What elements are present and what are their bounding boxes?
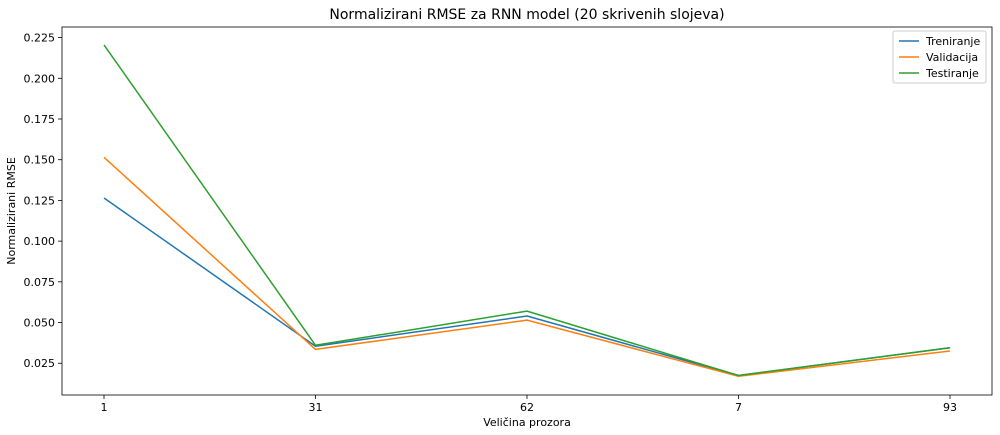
x-tick-label: 1 [101, 401, 108, 414]
legend: Treniranje Validacija Testiranje [892, 30, 987, 84]
x-axis-label: Veličina prozora [483, 416, 571, 429]
plot-border [61, 26, 993, 396]
series-lines [103, 44, 951, 378]
y-tick-label: 0.100 [24, 235, 56, 248]
y-tick-label: 0.150 [24, 154, 56, 167]
y-axis-ticks: 0.025 0.050 0.075 0.100 0.125 0.150 0.175 0.200… [24, 32, 62, 370]
x-axis-ticks: 1 31 62 7 93 [101, 395, 957, 414]
y-tick-label: 0.075 [24, 276, 56, 289]
series-line-validacija [103, 156, 951, 378]
y-tick-label: 0.025 [24, 357, 56, 370]
x-tick-label: 31 [309, 401, 323, 414]
legend-box [892, 30, 987, 84]
legend-label: Treniranje [925, 35, 980, 48]
chart-title: Normalizirani RMSE za RNN model (20 skri… [329, 7, 724, 23]
y-tick-label: 0.050 [24, 317, 56, 330]
y-tick-label: 0.225 [24, 32, 56, 45]
x-tick-label: 62 [520, 401, 534, 414]
plot-area [61, 26, 993, 396]
y-tick-label: 0.175 [24, 113, 56, 126]
legend-label: Validacija [926, 51, 978, 64]
y-axis-label: Normalizirani RMSE [5, 157, 18, 265]
y-tick-label: 0.125 [24, 194, 56, 207]
x-tick-label: 7 [735, 401, 742, 414]
x-tick-label: 93 [943, 401, 957, 414]
y-tick-label: 0.200 [24, 72, 56, 85]
legend-label: Testiranje [925, 67, 979, 80]
series-line-testiranje [103, 44, 951, 377]
